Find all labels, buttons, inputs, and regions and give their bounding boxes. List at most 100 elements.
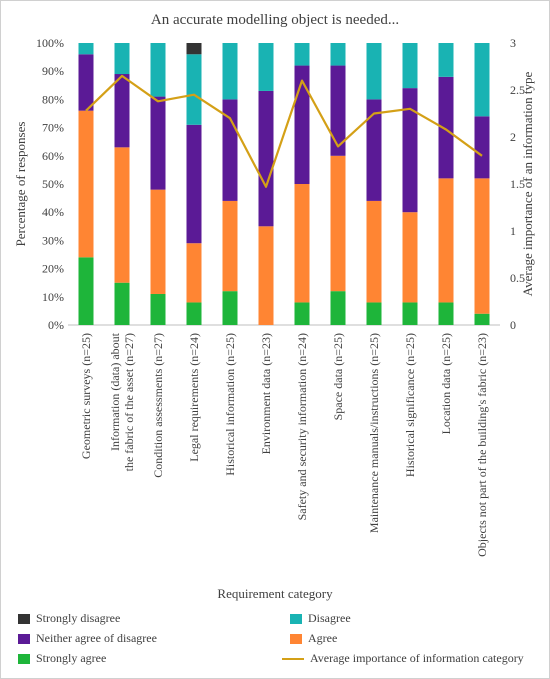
- legend-swatch: [290, 634, 302, 645]
- bar-agree: [186, 243, 202, 303]
- bar-agree: [366, 200, 382, 303]
- y-tick-label: 10%: [42, 290, 64, 304]
- y2-axis-title: Average importance of an information typ…: [520, 71, 535, 296]
- bar-agree: [78, 110, 94, 258]
- chart-svg: 0% 10% 20% 30% 40% 50% 60% 70% 80% 90% 100% 0 0.5 1 1.…: [13, 36, 535, 557]
- legend-item-disagree: Disagree: [290, 611, 351, 626]
- legend-item-agree: Agree: [290, 631, 337, 646]
- bar-agree: [474, 178, 490, 314]
- y-tick-label: 30%: [42, 233, 64, 247]
- bar-neither-agree-of-disagree: [366, 99, 382, 201]
- y2-tick-label: 2: [510, 130, 516, 144]
- bar-disagree: [258, 43, 274, 91]
- y-tick-label: 20%: [42, 262, 64, 276]
- legend-swatch: [18, 654, 30, 665]
- bar-neither-agree-of-disagree: [438, 76, 454, 179]
- bar-strongly-agree: [78, 257, 94, 325]
- legend-swatch: [18, 614, 30, 625]
- y2-tick-label: 2.5: [510, 83, 525, 97]
- bar-agree: [222, 200, 238, 292]
- x-axis-title: Requirement category: [217, 586, 333, 601]
- bar-strongly-agree: [474, 313, 490, 325]
- bar-disagree: [78, 43, 94, 55]
- bar-disagree: [402, 43, 418, 89]
- x-tick-label: Legal requirements (n=24): [187, 333, 201, 462]
- bar-disagree: [438, 43, 454, 77]
- y-tick-label: 70%: [42, 121, 64, 135]
- x-tick-label: Environment data (n=23): [259, 333, 273, 454]
- bar-strongly-agree: [150, 293, 166, 325]
- y-axis-title: Percentage of responses: [13, 122, 28, 247]
- y2-tick-label: 0.5: [510, 271, 525, 285]
- legend-label: Disagree: [308, 611, 351, 625]
- legend-swatch: [290, 614, 302, 625]
- chart-title: An accurate modelling object is needed..…: [150, 12, 400, 28]
- bar-neither-agree-of-disagree: [294, 65, 310, 184]
- legend-swatch: [18, 634, 30, 645]
- bar-disagree: [474, 43, 490, 117]
- bar-disagree: [366, 43, 382, 100]
- legend-line-swatch: [282, 658, 304, 661]
- legend-label: Strongly agree: [36, 651, 107, 665]
- y-tick-label: 80%: [42, 92, 64, 106]
- legend-label: Agree: [308, 631, 338, 645]
- y-tick-label: 0%: [48, 318, 64, 332]
- bar-agree: [114, 147, 130, 283]
- bar-strongly-agree: [402, 302, 418, 325]
- legend-label: Strongly disagree: [36, 611, 121, 625]
- bar-neither-agree-of-disagree: [78, 54, 94, 111]
- bar-strongly-agree: [366, 302, 382, 325]
- y2-tick-label: 3: [510, 36, 516, 50]
- x-tick-label: the fabric of the asset (n=27): [122, 333, 136, 471]
- bar-disagree: [150, 43, 166, 97]
- bar-neither-agree-of-disagree: [474, 116, 490, 179]
- bar-neither-agree-of-disagree: [258, 90, 274, 227]
- x-tick-label: Space data (n=25): [331, 333, 345, 420]
- bar-neither-agree-of-disagree: [186, 124, 202, 244]
- legend-item-strongly-agree: Strongly agree: [18, 651, 106, 666]
- legend-item-strongly-disagree: Strongly disagree: [18, 611, 120, 626]
- x-tick-label: Historical significance (n=25): [403, 333, 417, 477]
- bar-disagree: [294, 43, 310, 66]
- x-tick-label: Location data (n=25): [439, 333, 453, 434]
- bar-strongly-agree: [330, 291, 346, 325]
- bar-agree: [258, 226, 274, 325]
- bar-agree: [438, 178, 454, 303]
- legend-label: Neither agree of disagree: [36, 631, 157, 645]
- x-tick-label: Information (data) about: [108, 332, 122, 451]
- average-importance-line: [85, 74, 483, 188]
- bar-neither-agree-of-disagree: [114, 74, 130, 148]
- bar-disagree: [222, 43, 238, 100]
- bar-neither-agree-of-disagree: [402, 88, 418, 213]
- bar-strongly-disagree: [186, 43, 202, 55]
- x-tick-label: Condition assessments (n=27): [151, 333, 165, 478]
- y-tick-label: 90%: [42, 64, 64, 78]
- y-tick-label: 100%: [36, 36, 64, 50]
- bar-agree: [330, 155, 346, 292]
- bar-neither-agree-of-disagree: [330, 65, 346, 156]
- bar-disagree: [186, 54, 202, 125]
- bar-strongly-agree: [114, 282, 130, 325]
- legend-item-neither: Neither agree of disagree: [18, 631, 157, 646]
- bar-agree: [150, 189, 166, 294]
- bar-strongly-agree: [438, 302, 454, 325]
- y-tick-label: 40%: [42, 205, 64, 219]
- legend-label: Average importance of information catego…: [310, 651, 524, 665]
- y-tick-label: 50%: [42, 177, 64, 191]
- legend-item-average-importance: Average importance of information catego…: [282, 651, 524, 666]
- bar-neither-agree-of-disagree: [150, 96, 166, 190]
- y2-tick-label: 0: [510, 318, 516, 332]
- x-tick-label: Objects not part of the building's fabri…: [475, 333, 489, 557]
- bar-agree: [402, 212, 418, 303]
- x-tick-label: Maintenance manuals/instructions (n=25): [367, 333, 381, 533]
- bar-strongly-agree: [222, 291, 238, 325]
- y2-tick-label: 1.5: [510, 177, 525, 191]
- y2-tick-label: 1: [510, 224, 516, 238]
- bar-strongly-agree: [294, 302, 310, 325]
- x-tick-label: Safety and security information (n=24): [295, 333, 309, 520]
- y-tick-label: 60%: [42, 149, 64, 163]
- bar-agree: [294, 184, 310, 303]
- bar-disagree: [330, 43, 346, 66]
- bar-strongly-agree: [186, 302, 202, 325]
- x-tick-label: Historical information (n=25): [223, 333, 237, 476]
